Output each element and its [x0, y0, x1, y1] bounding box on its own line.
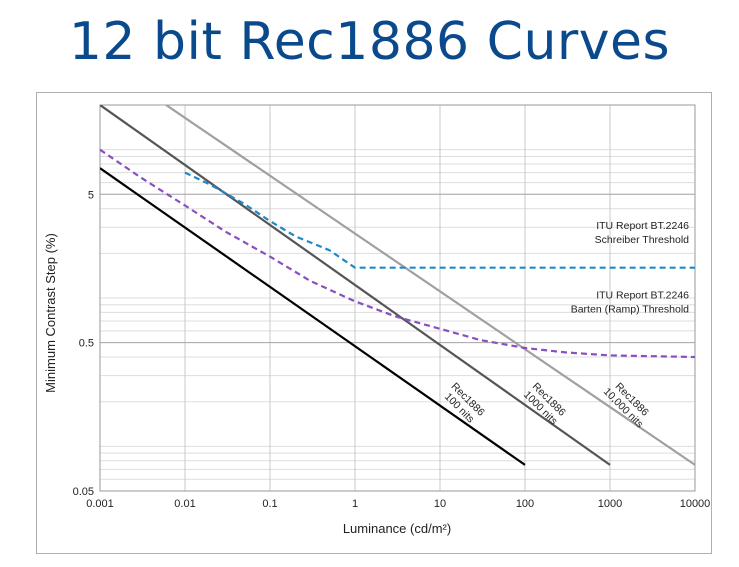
series-label-line: ITU Report BT.2246	[596, 289, 689, 301]
series-label-line: Barten (Ramp) Threshold	[571, 303, 689, 315]
y-tick-label: 0.05	[73, 486, 94, 498]
series-line-1	[100, 167, 526, 466]
y-tick-label: 5	[88, 189, 94, 201]
series-line-4	[184, 171, 695, 269]
plot-lines	[100, 105, 695, 466]
chart-frame: 0.001 0.01 0.1 1 10 100 1000 10000 0.05 0.5 5 Rec…	[36, 92, 712, 554]
x-axis-label: Luminance (cd/m²)	[343, 521, 451, 536]
series-label-5: ITU Report BT.2246 Barten (Ramp) Threshol…	[571, 289, 689, 315]
series-label-4: ITU Report BT.2246 Schreiber Threshold	[595, 220, 690, 246]
series-line-2	[100, 105, 611, 466]
x-tick-label: 1	[352, 498, 358, 510]
x-tick-label: 10000	[680, 498, 711, 510]
x-tick-label: 10	[434, 498, 446, 510]
y-tick-labels: 0.05 0.5 5	[73, 189, 94, 498]
x-tick-label: 1000	[598, 498, 622, 510]
x-tick-label: 0.01	[174, 498, 195, 510]
y-tick-label: 0.5	[79, 338, 94, 350]
x-tick-label: 0.1	[262, 498, 277, 510]
contrast-step-chart: 0.001 0.01 0.1 1 10 100 1000 10000 0.05 0.5 5 Rec…	[43, 104, 710, 536]
slide-title: 12 bit Rec1886 Curves	[68, 12, 671, 72]
x-tick-labels: 0.001 0.01 0.1 1 10 100 1000 10000	[86, 498, 710, 510]
x-tick-label: 100	[516, 498, 534, 510]
plot-border	[99, 104, 696, 492]
series-label-line: ITU Report BT.2246	[596, 220, 689, 232]
series-label-line: Schreiber Threshold	[595, 234, 690, 246]
y-axis-label: Minimum Contrast Step (%)	[43, 233, 58, 393]
series-line-3	[165, 105, 695, 466]
x-tick-label: 0.001	[86, 498, 114, 510]
